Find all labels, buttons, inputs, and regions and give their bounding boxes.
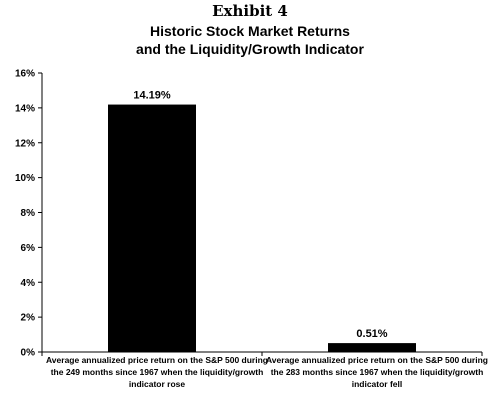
exhibit-label: Exhibit 4 (212, 2, 288, 20)
chart-title: Historic Stock Market Returns and the Li… (0, 22, 500, 58)
y-tick-label: 16% (15, 69, 35, 80)
bar-data-label: 0.51% (356, 328, 387, 340)
category-label-fell: Average annualized price return on the S… (265, 355, 488, 389)
y-axis: 0% 2% 4% 6% 8% 10% 12% 14% 16% (15, 69, 43, 359)
y-tick-label: 10% (15, 173, 35, 184)
bars-group: 14.19% 0.51% (108, 90, 416, 352)
y-tick-label: 0% (21, 348, 36, 359)
bar (328, 343, 416, 352)
y-tick-label: 2% (21, 313, 36, 324)
y-tick-label: 4% (21, 278, 36, 289)
bar-data-label: 14.19% (133, 90, 171, 102)
chart-title-line-2: and the Liquidity/Growth Indicator (136, 41, 364, 57)
y-tick-label: 6% (21, 243, 36, 254)
y-tick-label: 14% (15, 103, 35, 114)
y-tick-label: 12% (15, 138, 35, 149)
x-axis (41, 351, 483, 356)
y-tick-label: 8% (21, 208, 36, 219)
chart-title-line-1: Historic Stock Market Returns (150, 23, 350, 39)
category-label-rose: Average annualized price return on the S… (45, 355, 268, 389)
bar (108, 104, 196, 352)
